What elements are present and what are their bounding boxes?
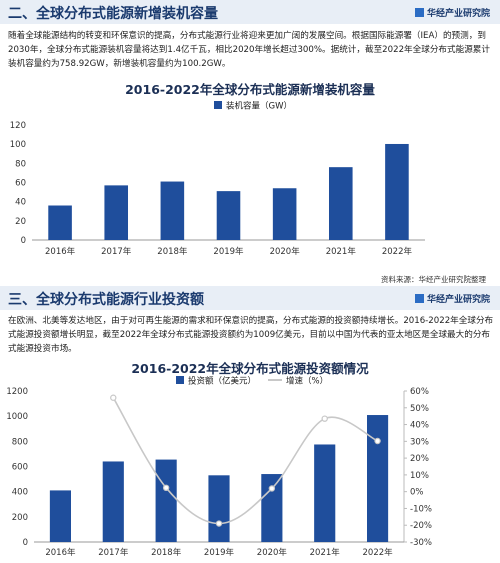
y-tick-label: 200 [12,513,28,523]
section-title: 二、全球分布式能源新增装机容量 [8,6,218,22]
investment-combo-chart: 投资额（亿美元） 增速（%） 0 200 400 600 800 1000 1200 -30% -2… [6,376,432,559]
bar [160,181,185,240]
bar [216,191,241,240]
x-tick-label: 2019年 [204,547,235,558]
source-note: 资料来源：华经产业研究院整理 [381,275,486,284]
y-tick-label: 400 [12,488,28,498]
x-tick-label: 2022年 [363,547,394,558]
x-tick-label: 2022年 [382,246,413,257]
growth-line [112,397,378,525]
growth-point [321,415,328,422]
section-paragraph: 在欧洲、北美等发达地区，由于对可再生能源的需求和环保意识的提高，分布式能源的投资… [8,316,494,354]
bar [314,444,336,542]
x-tick-label: 2021年 [310,547,341,558]
x-tick-label: 2016年 [45,246,76,257]
section-title: 三、全球分布式能源行业投资额 [8,292,204,308]
x-tick-label: 2018年 [151,547,182,558]
section-paragraph: 随着全球能源结构的转变和环保意识的提高，分布式能源行业将迎来更加广阔的发展空间。… [8,31,490,69]
bar [155,459,177,542]
y2-tick-label: 30% [410,437,429,447]
x-tick-label: 2021年 [326,246,357,257]
brand-badge: 华经产业研究院 [414,6,490,19]
y2-tick-label: -10% [410,504,432,514]
growth-point [162,484,170,492]
y2-tick-label: 50% [410,404,429,414]
section-header-investment: 三、全球分布式能源行业投资额 华经产业研究院 [0,286,500,310]
bar [48,205,72,240]
y2-tick-label: 40% [410,421,429,431]
y-tick-label: 20 [15,217,26,227]
y-tick-label: 40 [15,198,26,208]
bar [49,490,71,542]
logo-icon [414,294,424,303]
y2-tick-label: 10% [410,471,429,481]
y-tick-label: 1000 [6,412,28,422]
x-tick-label: 2020年 [270,246,301,257]
legend-swatch [176,376,184,384]
growth-point [268,485,276,492]
growth-point [110,394,117,401]
y2-tick-label: -30% [410,538,432,548]
x-tick-label: 2019年 [213,246,244,257]
section-header-capacity: 二、全球分布式能源新增装机容量 华经产业研究院 [0,0,500,24]
chart-title: 2016-2022年全球分布式能源投资额情况 [131,361,369,376]
y2-tick-label: -20% [410,521,432,531]
bar [104,185,129,240]
bar [102,461,124,542]
legend-label: 装机容量（GW） [226,101,292,112]
bar [272,188,297,240]
y-tick-label: 120 [10,121,26,131]
y2-tick-label: 60% [410,387,429,397]
y2-tick-label: 0% [410,488,424,498]
legend-label: 投资额（亿美元） [188,376,256,387]
bar [385,143,409,240]
legend-label: 增速（%） [286,376,328,387]
growth-point [374,437,381,445]
bar [328,167,353,240]
bar [367,415,389,542]
bar [208,475,230,542]
bar [261,474,283,542]
y-tick-label: 1200 [6,387,28,397]
growth-point [215,520,223,527]
y-tick-label: 0 [21,236,26,246]
brand-text: 华经产业研究院 [426,9,490,19]
logo-icon [414,8,424,17]
capacity-bar-chart: 装机容量（GW） 0 20 40 60 80 100 120 2016年 2017年 2018年 20… [10,101,425,257]
x-tick-label: 2020年 [257,547,288,558]
x-tick-label: 2017年 [98,547,129,558]
x-tick-label: 2016年 [45,547,76,558]
y-tick-label: 80 [15,159,26,169]
chart-title: 2016-2022年全球分布式能源新增装机容量 [125,82,375,97]
y-tick-label: 60 [15,179,26,189]
legend-swatch [214,101,222,109]
x-tick-label: 2017年 [101,246,132,257]
y-tick-label: 800 [12,437,28,447]
y-tick-label: 600 [12,463,28,473]
x-tick-label: 2018年 [157,246,188,257]
brand-badge: 华经产业研究院 [414,292,490,305]
y-tick-label: 0 [23,538,28,548]
y2-tick-label: 20% [410,454,429,464]
y-tick-label: 100 [10,140,26,150]
brand-text: 华经产业研究院 [426,295,490,305]
